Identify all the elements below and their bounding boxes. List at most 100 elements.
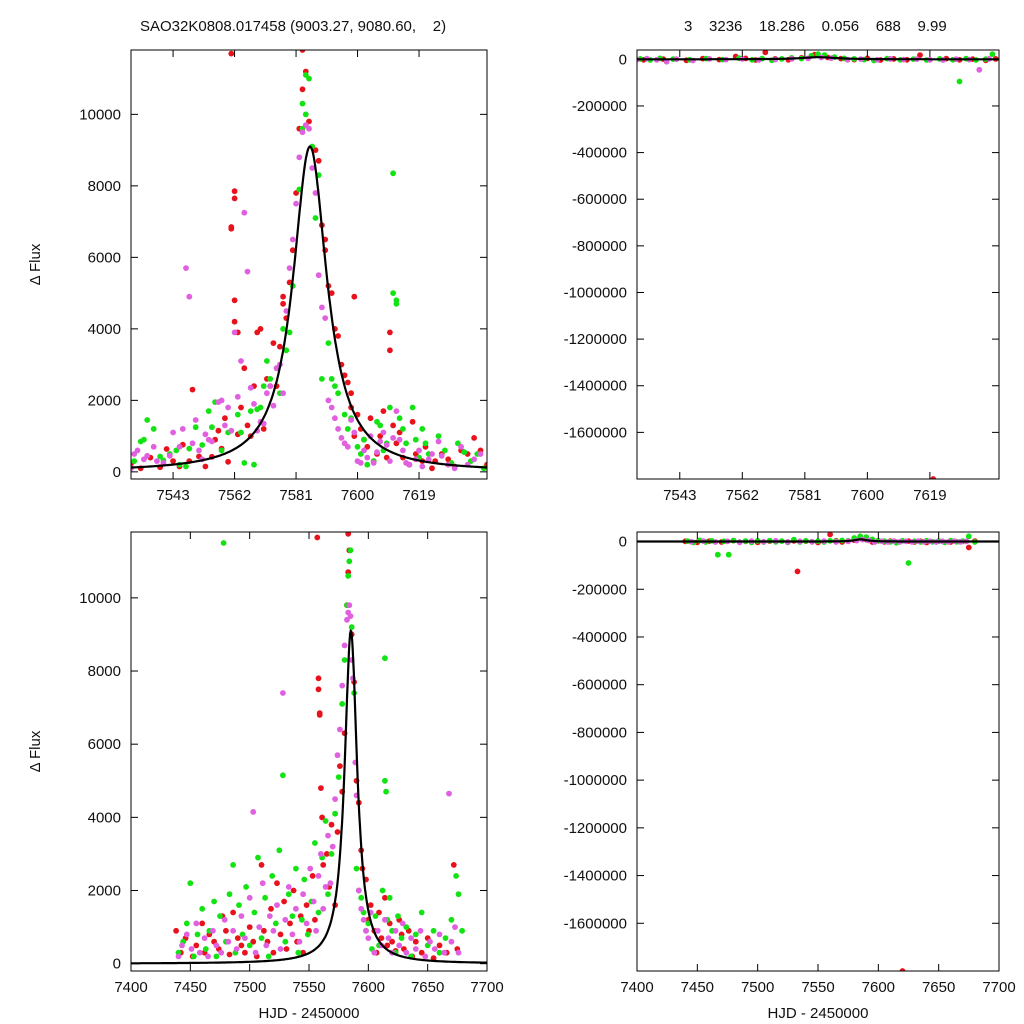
data-point	[328, 851, 335, 857]
data-point	[189, 440, 196, 447]
y-axis-title: Δ Flux	[27, 730, 44, 772]
data-point	[899, 968, 906, 971]
data-point	[196, 949, 203, 956]
data-point	[395, 913, 401, 919]
data-point	[323, 851, 330, 857]
data-point	[339, 701, 346, 707]
data-point	[282, 938, 289, 945]
data-point	[471, 435, 477, 441]
data-point	[246, 894, 253, 901]
data-point	[228, 50, 235, 57]
data-point	[280, 772, 286, 779]
data-point	[157, 453, 164, 460]
data-point	[201, 935, 208, 941]
data-point	[917, 52, 923, 58]
data-point	[344, 443, 351, 450]
x-tick-label: 7400	[620, 979, 653, 996]
data-point	[322, 315, 329, 321]
data-point	[354, 443, 361, 450]
data-point	[210, 927, 216, 934]
data-point	[409, 418, 416, 425]
data-point	[222, 422, 228, 429]
data-point	[338, 435, 345, 441]
data-point	[341, 657, 348, 663]
data-point	[378, 935, 385, 941]
data-point	[179, 426, 186, 432]
data-point	[446, 790, 452, 797]
data-point	[471, 456, 477, 463]
data-point	[225, 458, 232, 465]
data-point	[429, 451, 435, 457]
data-point	[205, 408, 212, 414]
data-point	[255, 854, 261, 861]
data-point	[399, 920, 406, 927]
data-point	[328, 821, 335, 828]
data-point	[396, 436, 403, 443]
data-point	[299, 86, 306, 93]
data-point	[335, 426, 341, 432]
data-point	[166, 452, 173, 459]
data-point	[310, 898, 317, 905]
data-point	[303, 920, 310, 927]
data-point	[794, 568, 801, 575]
data-point	[304, 931, 311, 938]
data-point	[309, 873, 316, 879]
data-point	[231, 188, 238, 195]
data-point	[244, 422, 251, 429]
data-point	[259, 880, 266, 887]
data-point	[267, 376, 274, 382]
data-point	[260, 383, 267, 389]
data-point	[309, 165, 316, 171]
data-point	[351, 293, 358, 300]
data-point	[192, 424, 199, 431]
y-tick-label: 2000	[88, 883, 121, 900]
data-point	[257, 326, 264, 332]
data-point	[371, 949, 378, 956]
data-point	[398, 935, 405, 941]
data-point	[438, 452, 445, 459]
data-points	[173, 532, 465, 962]
data-point	[192, 417, 199, 423]
plot-frame	[130, 49, 488, 480]
data-point	[274, 880, 280, 887]
data-point	[361, 436, 367, 443]
data-point	[243, 884, 250, 890]
data-point	[221, 916, 228, 923]
data-point	[450, 862, 457, 868]
data-point	[430, 927, 437, 934]
data-point	[390, 170, 396, 177]
data-point	[261, 927, 267, 934]
data-point	[332, 810, 338, 817]
data-point	[295, 949, 302, 956]
y-tick-label: 6000	[88, 736, 121, 753]
data-point	[425, 456, 432, 463]
data-point	[225, 938, 232, 945]
data-point	[267, 383, 274, 389]
data-point	[344, 426, 351, 432]
data-point	[351, 429, 358, 436]
data-point	[316, 712, 323, 718]
data-point	[293, 905, 299, 912]
data-points	[131, 50, 487, 472]
x-tick-label: 7619	[402, 487, 435, 504]
data-point	[430, 955, 437, 962]
data-point	[283, 308, 290, 314]
data-point	[296, 154, 303, 161]
data-point	[329, 843, 336, 850]
data-point	[230, 862, 237, 868]
data-point	[285, 884, 292, 890]
data-point	[293, 865, 299, 872]
data-point	[976, 66, 983, 73]
data-point	[339, 682, 346, 689]
data-point	[236, 902, 242, 908]
data-point	[374, 927, 381, 934]
data-point	[286, 329, 293, 336]
data-point	[403, 949, 410, 956]
data-point	[270, 927, 277, 934]
data-point	[335, 774, 342, 780]
y-tick-label: -1400000	[564, 868, 627, 885]
data-point	[299, 129, 306, 136]
data-point	[302, 111, 309, 118]
data-point	[247, 384, 254, 391]
data-point	[262, 894, 268, 901]
